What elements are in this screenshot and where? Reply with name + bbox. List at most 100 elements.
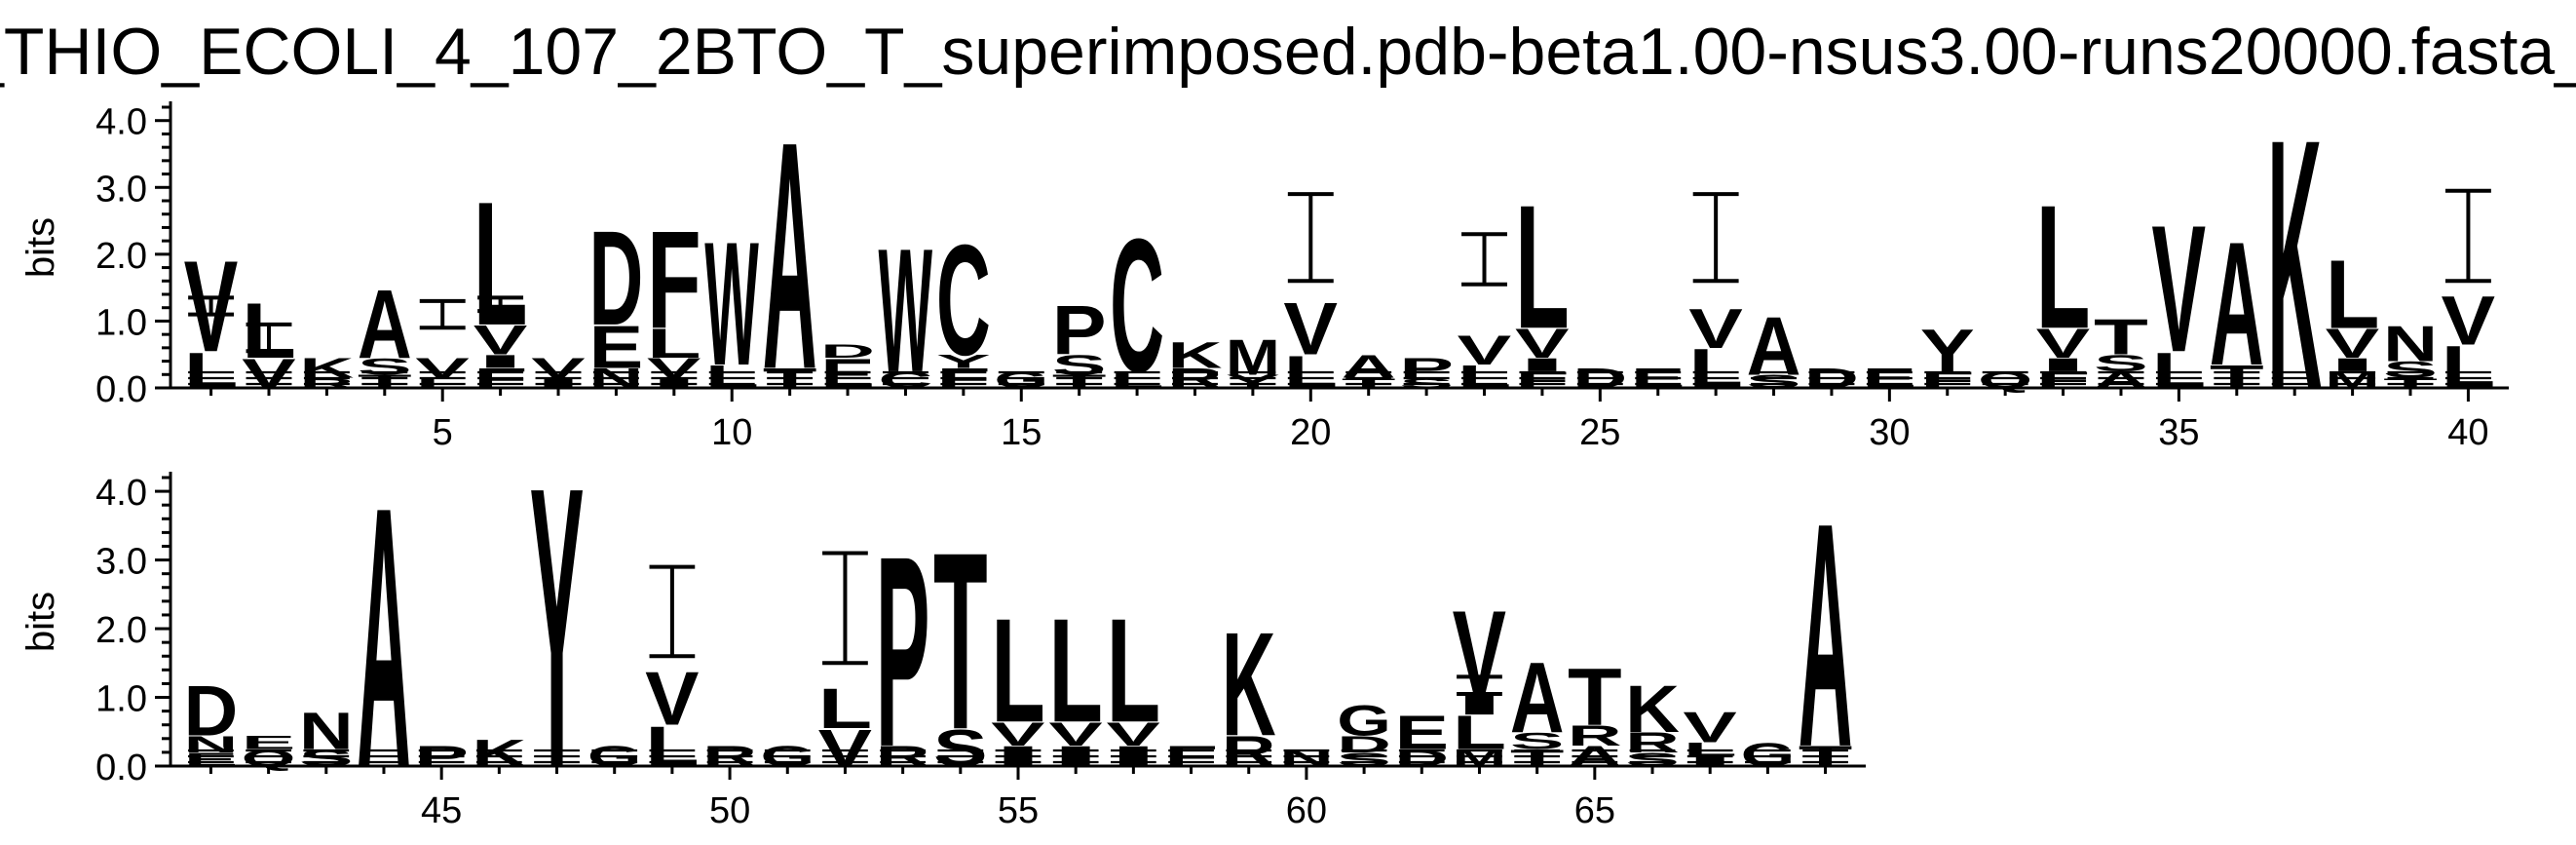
logo-column-17: LC	[1110, 201, 1164, 412]
logo-column-21: TA	[1342, 348, 1396, 391]
logo-letter-P: P	[1052, 292, 1107, 369]
logo-letter-T: T	[1510, 745, 1565, 771]
logo-letter-V: V	[531, 353, 586, 384]
logo-column-67: ILV	[1683, 704, 1737, 769]
logo-column-58: F	[1164, 741, 1219, 773]
logo-letter-L: L	[647, 321, 701, 367]
logo-letter-K: K	[2267, 65, 2322, 465]
logo-column-18: RK	[1168, 334, 1223, 394]
logo-column-13: CW	[879, 211, 933, 409]
logo-column-66: SRK	[1625, 672, 1680, 771]
logo-letter-K: K	[1168, 334, 1223, 376]
logo-column-19: YM	[1226, 328, 1280, 392]
x-tick-label: 35	[2158, 412, 2199, 453]
logo-letter-V: V	[1688, 298, 1743, 361]
logo-column-45: P	[414, 741, 469, 773]
logo-letter-V: V	[1515, 321, 1570, 367]
logo-column-56: IVL	[1048, 588, 1103, 772]
logo-column-52: VL	[818, 551, 873, 778]
y-tick-label: 3.0	[95, 169, 147, 210]
logo-letter-F: F	[647, 203, 701, 359]
logo-column-3: RK	[299, 353, 354, 391]
logo-column-5: LV	[415, 298, 470, 391]
logo-letter-R: R	[1222, 728, 1276, 776]
logo-column-65: ART	[1568, 652, 1622, 772]
logo-letter-Y: Y	[1920, 317, 1975, 385]
logo-column-47: Y	[530, 403, 585, 845]
logo-letter-V: V	[415, 353, 470, 384]
logo-letter-V: V	[2036, 321, 2091, 367]
logo-letter-D: D	[1337, 731, 1391, 757]
logo-column-15: G	[994, 367, 1048, 393]
logo-letter-C: C	[936, 211, 991, 388]
logo-letter-L: L	[704, 359, 759, 395]
logo-column-60: N	[1279, 745, 1334, 771]
logo-letter-K: K	[299, 353, 354, 384]
logo-letter-L: L	[818, 677, 873, 741]
logo-letter-V: V	[1283, 288, 1338, 370]
logo-letter-R: R	[1568, 720, 1622, 752]
logo-letter-M: M	[1226, 328, 1280, 385]
logo-letter-A: A	[357, 431, 411, 845]
logo-letter-E: E	[820, 351, 875, 398]
logo-letter-L: L	[2151, 342, 2206, 399]
logo-letter-S: S	[1625, 749, 1680, 770]
logo-letter-W: W	[879, 211, 932, 409]
logo-column-25: D	[1572, 364, 1627, 395]
logo-column-42: QE	[242, 732, 296, 772]
x-tick-label: 25	[1579, 412, 1620, 453]
logo-letter-L: L	[1688, 338, 1743, 401]
logo-letter-L: L	[1515, 169, 1570, 365]
logo-column-46: K	[473, 732, 527, 775]
y-axis-label: bits	[19, 217, 62, 278]
logo-letter-T: T	[1568, 652, 1622, 743]
x-tick-label: 15	[1001, 412, 1042, 453]
logo-letter-D: D	[589, 203, 644, 353]
logo-letter-R: R	[1625, 727, 1680, 759]
logo-letter-N: N	[184, 731, 239, 757]
logo-letter-T: T	[358, 371, 412, 392]
logo-letter-V: V	[242, 351, 296, 398]
x-tick-label: 50	[709, 790, 750, 831]
logo-column-44: A	[357, 431, 411, 845]
logo-letter-V: V	[818, 719, 873, 778]
logo-letter-N: N	[1279, 745, 1334, 771]
logo-letter-S: S	[1052, 350, 1107, 381]
logo-letter-V: V	[2326, 321, 2380, 367]
logo-column-39: TSN	[2383, 315, 2438, 391]
logo-column-16: TSP	[1052, 292, 1107, 392]
logo-column-27: LV	[1688, 192, 1743, 401]
logo-letter-M: M	[2326, 366, 2380, 393]
logo-letter-T: T	[1052, 371, 1107, 392]
logo-letter-L: L	[1683, 739, 1737, 760]
logo-letter-I: I	[474, 351, 528, 371]
logo-column-41: END	[184, 671, 239, 770]
logo-letter-N: N	[299, 703, 354, 761]
logo-column-59: RK	[1222, 602, 1276, 776]
logo-letter-V: V	[1107, 716, 1160, 753]
logo-letter-V: V	[474, 318, 528, 365]
y-tick-label: 2.0	[95, 236, 147, 277]
logo-column-50: R	[702, 741, 757, 773]
logo-letter-K: K	[1625, 672, 1680, 747]
logo-letter-S: S	[1747, 371, 1801, 392]
logo-column-28: SA	[1747, 300, 1801, 394]
logo-letter-A: A	[1342, 348, 1396, 385]
logo-column-1: LV	[184, 233, 239, 399]
logo-letter-V: V	[1458, 327, 1512, 374]
logo-column-11: TA	[763, 75, 817, 438]
logo-column-35: LV	[2151, 188, 2206, 400]
logo-letter-N: N	[2383, 315, 2438, 372]
logo-column-32: Q	[1978, 367, 2032, 393]
x-tick-label: 30	[1869, 412, 1910, 453]
y-axis-label: bits	[19, 592, 62, 652]
y-tick-label: 2.0	[95, 610, 147, 651]
logo-letter-G: G	[1337, 696, 1391, 745]
logo-letter-Y: Y	[530, 403, 585, 845]
logo-letter-L: L	[645, 715, 700, 779]
logo-column-64: TSA	[1510, 642, 1565, 771]
